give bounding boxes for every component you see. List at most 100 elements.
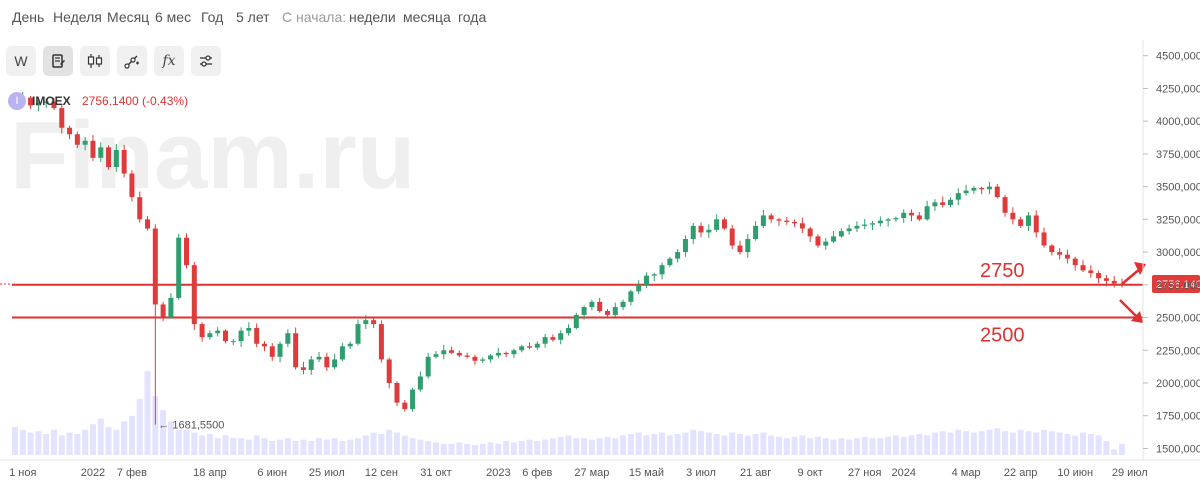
x-tick-label: 27 мар xyxy=(574,467,609,479)
candle-body xyxy=(230,341,236,343)
volume-bar xyxy=(698,431,705,455)
volume-bar xyxy=(963,431,970,455)
volume-bar xyxy=(1080,432,1087,455)
volume-bar xyxy=(160,410,167,455)
candle-body xyxy=(480,359,486,361)
volume-bar xyxy=(877,438,884,455)
candle-body xyxy=(940,202,946,205)
candle-body xyxy=(74,134,80,145)
volume-bar xyxy=(705,432,712,455)
candle-body xyxy=(378,324,384,360)
y-tick-label: 3750,000 xyxy=(1156,149,1200,161)
candle-body xyxy=(152,228,158,305)
volume-bar xyxy=(113,429,120,455)
volume-bar xyxy=(1095,435,1102,455)
candle-body xyxy=(690,225,696,239)
volume-bar xyxy=(1041,429,1048,455)
candle-body xyxy=(1072,258,1078,266)
candle-body xyxy=(1057,252,1063,255)
volume-bar xyxy=(417,439,424,455)
function-icon: fx xyxy=(162,53,176,69)
volume-bar xyxy=(666,435,673,455)
indicators-button[interactable]: fx xyxy=(154,46,184,76)
candle-body xyxy=(394,382,400,403)
chart-settings-button[interactable] xyxy=(43,46,73,76)
weekly-interval-button[interactable]: W xyxy=(6,46,36,76)
volume-bar xyxy=(924,435,931,455)
last-price-badge xyxy=(1152,275,1200,294)
volume-bar xyxy=(994,428,1001,455)
ticker-name: IMOEX xyxy=(32,94,71,108)
candle-body xyxy=(721,219,727,229)
volume-bar xyxy=(214,438,221,455)
period-6m-button[interactable]: 6 мес xyxy=(155,9,192,25)
y-tick-label: 2500,000 xyxy=(1156,313,1200,325)
volume-bar xyxy=(627,434,634,455)
candle-body xyxy=(215,330,221,334)
volume-bar xyxy=(775,436,782,455)
x-tick-label: 29 июл xyxy=(1112,467,1148,479)
y-axis: 1500,000 1750,000 2000,000 2250,000 2500,000… xyxy=(1142,40,1200,460)
candle-body xyxy=(495,352,501,356)
candle-body xyxy=(838,231,844,237)
candle-body xyxy=(527,346,533,348)
volume-bar xyxy=(518,441,525,455)
candle-body xyxy=(472,356,478,361)
y-tick-label: 2750,000 xyxy=(1156,280,1200,292)
candle-body xyxy=(59,108,65,128)
settings-button[interactable] xyxy=(191,46,221,76)
period-week-button[interactable]: Неделя xyxy=(53,9,102,25)
candle-body xyxy=(909,212,915,216)
volume-bar xyxy=(19,429,26,455)
candle-type-button[interactable] xyxy=(80,46,110,76)
volume-bar xyxy=(1025,431,1032,455)
period-year-button[interactable]: Год xyxy=(201,9,224,25)
volume-bar xyxy=(105,427,112,455)
candle-body xyxy=(682,238,688,253)
candle-body xyxy=(145,219,151,229)
annotations: ← 1681,5500 2750 2500 2756,1400 xyxy=(0,260,1200,432)
candle-body xyxy=(870,223,876,225)
volume-bar xyxy=(1103,441,1110,455)
candle-body xyxy=(324,356,330,368)
period-month-button[interactable]: Месяц xyxy=(107,9,150,25)
candle-body xyxy=(667,258,673,266)
volume-bar xyxy=(557,436,564,455)
candle-body xyxy=(550,337,556,340)
x-tick-label: 3 июл xyxy=(686,467,716,479)
volume-bar xyxy=(1056,432,1063,455)
volume-bar xyxy=(66,432,73,455)
period-day-button[interactable]: День xyxy=(12,9,45,25)
candle-body xyxy=(363,320,369,325)
candle-body xyxy=(332,359,338,368)
volume-bar xyxy=(721,435,728,455)
candle-body xyxy=(28,97,34,106)
y-tick-label: 3250,000 xyxy=(1156,214,1200,226)
period-5y-button[interactable]: 5 лет xyxy=(236,9,270,25)
x-axis: 1 ноя 2022 7 фев 18 апр 6 июн 25 июл 12 сен 31 … xyxy=(0,459,1200,479)
volume-bar xyxy=(308,441,315,455)
candle-body xyxy=(90,140,96,158)
candle-body xyxy=(488,355,494,360)
volume-bar xyxy=(50,429,57,455)
volume-bar xyxy=(456,442,463,455)
volume-bar xyxy=(136,399,143,455)
candle-body xyxy=(924,206,930,220)
arrow-down-head xyxy=(1131,311,1143,323)
drawing-tools-button[interactable] xyxy=(117,46,147,76)
volume-bar xyxy=(581,438,588,455)
candle-body xyxy=(1111,280,1117,284)
volume-bar xyxy=(43,434,50,455)
since-year-button[interactable]: года xyxy=(458,9,487,25)
candle-body xyxy=(620,301,626,308)
y-tick-label: 3500,000 xyxy=(1156,182,1200,194)
candle-body xyxy=(760,215,766,226)
volume-bar xyxy=(690,429,697,455)
candle-body xyxy=(799,223,805,229)
volume-bar xyxy=(1111,449,1118,455)
y-tick-label: 1750,000 xyxy=(1156,411,1200,423)
since-month-button[interactable]: месяца xyxy=(403,9,451,25)
since-week-button[interactable]: недели xyxy=(349,9,396,25)
candle-body xyxy=(566,328,571,334)
